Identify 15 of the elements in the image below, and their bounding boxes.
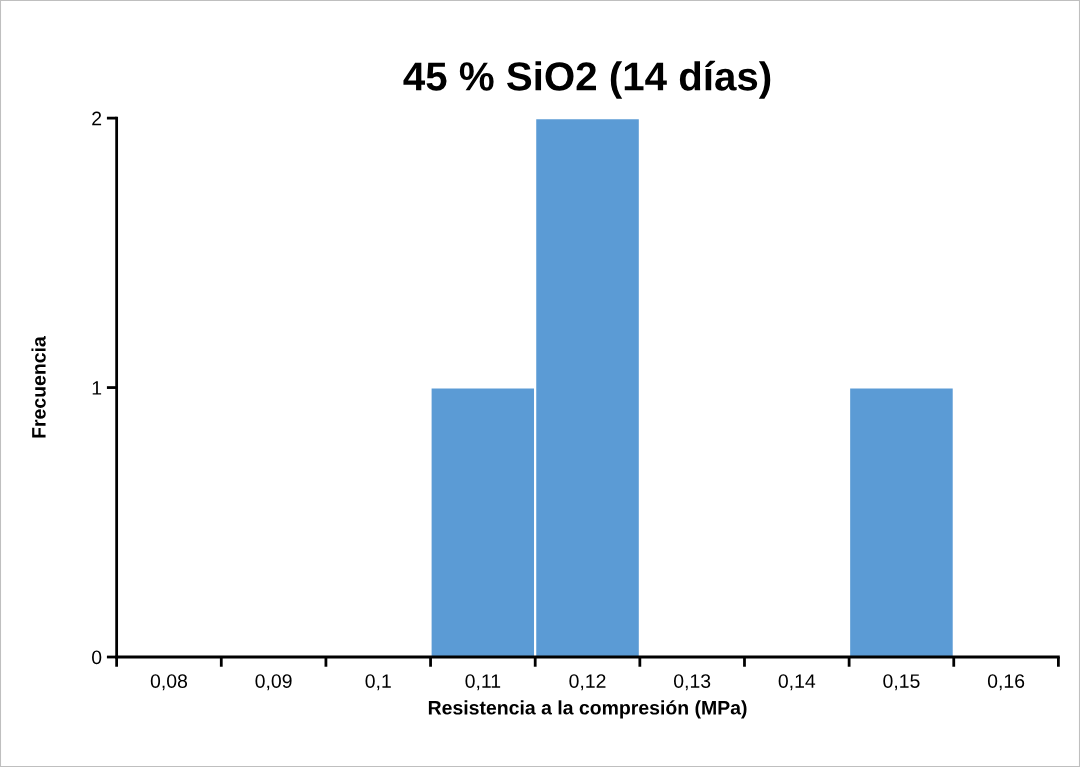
y-tick-label: 0 xyxy=(92,650,102,665)
x-tick-label: 0,13 xyxy=(674,674,711,691)
x-axis-title: Resistencia a la compresión (MPa) xyxy=(428,700,747,719)
x-tick-label: 0,09 xyxy=(255,674,292,691)
y-axis-title: Frecuencia xyxy=(31,336,46,438)
x-tick-label: 0,11 xyxy=(465,674,501,691)
x-tick-label: 0,15 xyxy=(883,674,920,691)
x-tick-label: 0,08 xyxy=(150,674,188,691)
x-tick-label: 0,14 xyxy=(778,674,816,691)
y-tick-label: 1 xyxy=(92,381,102,395)
chart-title: 45 % SiO2 (14 días) xyxy=(403,60,771,99)
x-tick-label: 0,16 xyxy=(987,674,1025,691)
x-tick-label: 0,12 xyxy=(569,674,606,691)
x-tick-label: 0,1 xyxy=(365,674,391,691)
y-tick-label: 2 xyxy=(92,111,102,126)
